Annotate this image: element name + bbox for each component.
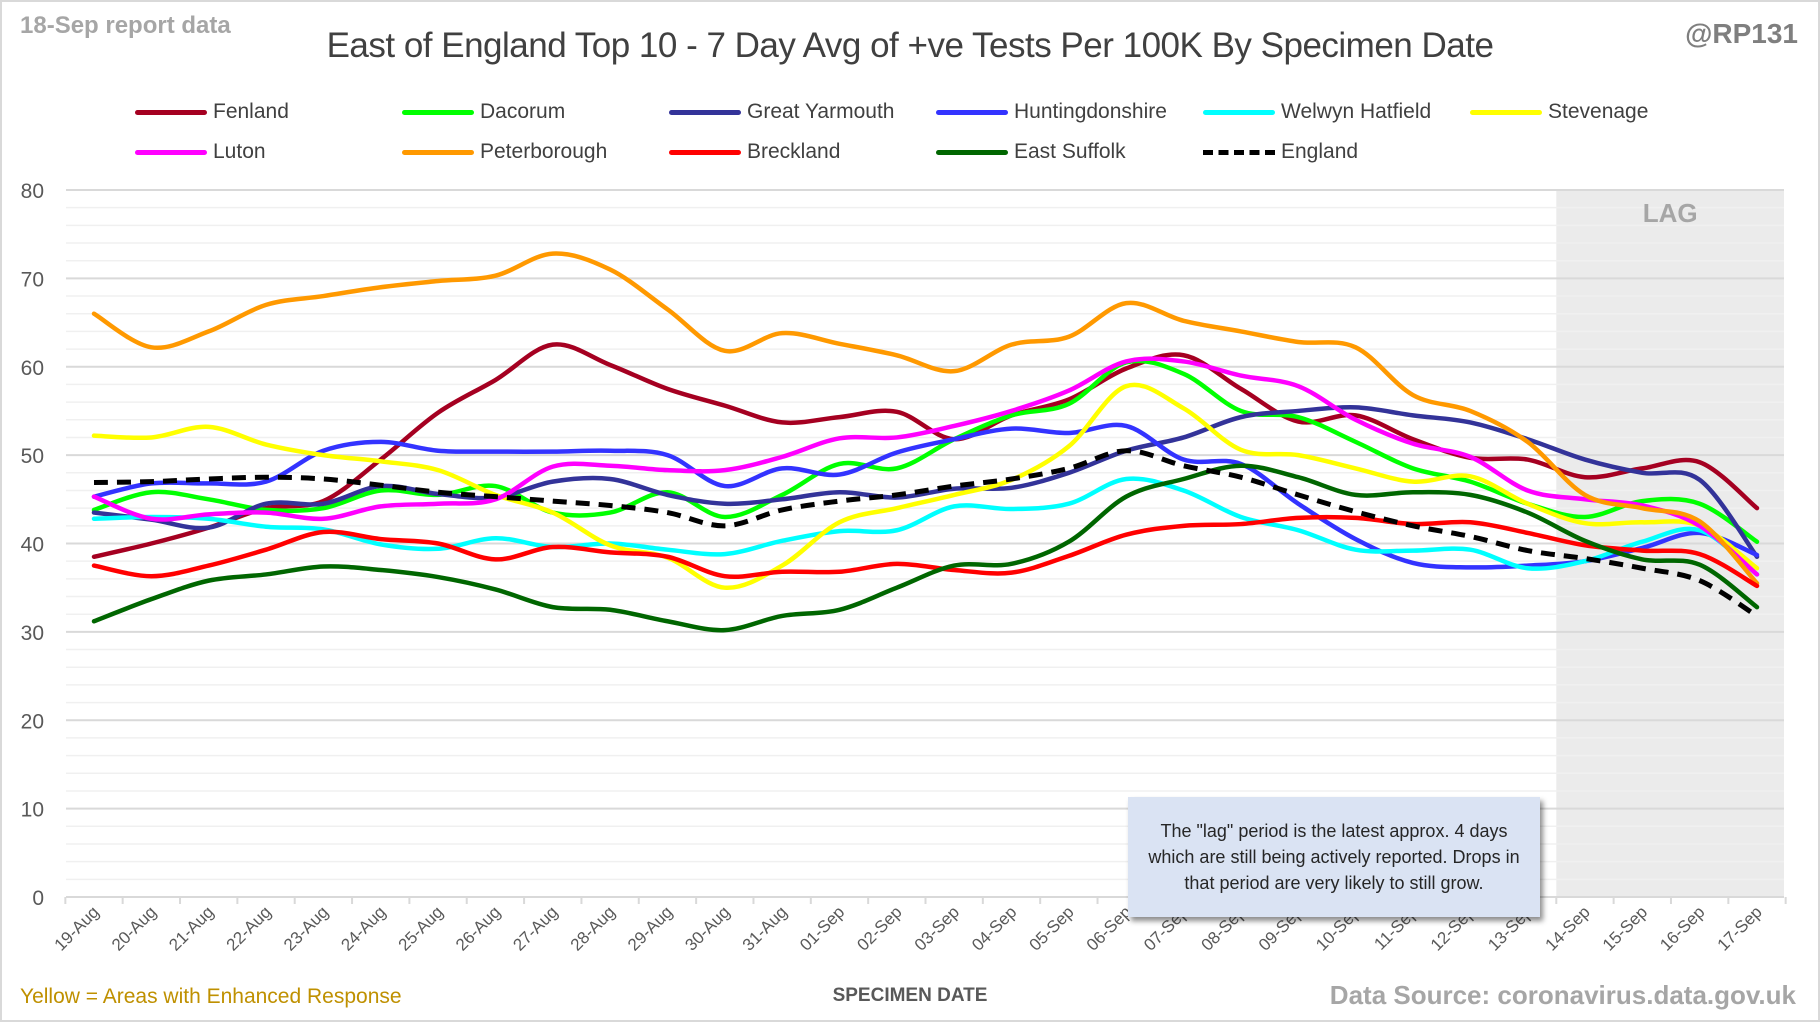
legend-label: Peterborough <box>480 140 608 163</box>
legend-label: Welwyn Hatfield <box>1281 100 1432 123</box>
x-tick-label: 15-Sep <box>1599 902 1651 954</box>
legend-item: Huntingdonshire <box>936 97 1167 127</box>
legend-swatch <box>402 109 474 115</box>
x-tick-label: 25-Aug <box>395 902 447 954</box>
y-tick-label: 20 <box>21 710 44 733</box>
x-tick-label: 28-Aug <box>567 902 619 954</box>
series-line-great-yarmouth <box>91 405 1760 560</box>
legend-swatch <box>135 149 207 155</box>
legend-swatch <box>936 109 1008 115</box>
legend-item: East Suffolk <box>936 137 1126 167</box>
report-date-label: 18-Sep report data <box>20 12 231 39</box>
series-line-huntingdonshire <box>91 422 1760 570</box>
data-source: Data Source: coronavirus.data.gov.uk <box>1329 980 1796 1010</box>
series-line-breckland <box>91 514 1760 589</box>
series-line-luton <box>91 356 1760 577</box>
legend-item: Peterborough <box>402 137 607 167</box>
legend-label: Breckland <box>747 140 841 163</box>
y-tick-label: 70 <box>21 268 44 291</box>
x-tick-label: 30-Aug <box>681 902 733 954</box>
series-line-peterborough <box>91 251 1760 586</box>
legend-swatch <box>135 109 207 115</box>
legend-swatch <box>1470 109 1542 115</box>
y-tick-label: 50 <box>21 445 44 468</box>
x-tick-label: 02-Sep <box>853 902 905 954</box>
legend-label: England <box>1281 140 1359 163</box>
x-tick-label: 22-Aug <box>223 902 275 954</box>
series-line-welwyn-hatfield <box>91 476 1760 577</box>
legend-swatch <box>669 149 741 155</box>
x-tick-label: 21-Aug <box>165 902 217 954</box>
legend-swatch <box>1203 109 1275 115</box>
legend-label: Great Yarmouth <box>747 100 895 123</box>
legend-item: England <box>1203 137 1358 167</box>
legend-swatch <box>936 149 1008 155</box>
enhanced-response-note: Yellow = Areas with Enhanced Response <box>20 985 402 1008</box>
x-tick-label: 29-Aug <box>624 902 676 954</box>
x-tick-label: 31-Aug <box>739 902 791 954</box>
series-line-stevenage <box>91 382 1760 590</box>
legend-label: Luton <box>213 140 266 163</box>
x-tick-label: 27-Aug <box>509 902 561 954</box>
y-tick-label: 40 <box>21 534 44 557</box>
legend-item: Dacorum <box>402 97 565 127</box>
legend-swatch <box>669 109 741 115</box>
legend-label: Stevenage <box>1548 100 1649 123</box>
legend-swatch <box>402 149 474 155</box>
x-axis-title: SPECIMEN DATE <box>832 985 988 1006</box>
chart-title: East of England Top 10 - 7 Day Avg of +v… <box>326 26 1494 65</box>
y-tick-label: 80 <box>21 180 44 203</box>
lag-annotation: The "lag" period is the latest approx. 4… <box>1128 797 1540 917</box>
author-handle: @RP131 <box>1685 18 1798 49</box>
legend-item: Luton <box>135 137 266 167</box>
legend-item: Welwyn Hatfield <box>1203 97 1431 127</box>
x-tick-label: 03-Sep <box>911 902 963 954</box>
x-tick-label: 24-Aug <box>337 902 389 954</box>
x-tick-label: 01-Sep <box>796 902 848 954</box>
x-tick-label: 26-Aug <box>452 902 504 954</box>
legend-label: Fenland <box>213 100 289 123</box>
legend-item: Great Yarmouth <box>669 97 894 127</box>
legend-item: Breckland <box>669 137 840 167</box>
series-line-england <box>93 448 1759 619</box>
legend-label: East Suffolk <box>1014 140 1126 163</box>
legend-item: Stevenage <box>1470 97 1648 127</box>
y-tick-label: 0 <box>32 887 44 910</box>
legend-swatch <box>1203 149 1275 155</box>
y-tick-label: 60 <box>21 357 44 380</box>
x-tick-label: 14-Sep <box>1542 902 1594 954</box>
series-line-fenland <box>91 342 1760 560</box>
y-tick-label: 10 <box>21 799 44 822</box>
lag-label: LAG <box>1643 198 1698 228</box>
series-line-dacorum <box>91 358 1760 544</box>
x-tick-label: 23-Aug <box>280 902 332 954</box>
legend-item: Fenland <box>135 97 289 127</box>
x-tick-label: 20-Aug <box>108 902 160 954</box>
legend-label: Dacorum <box>480 100 566 123</box>
x-tick-label: 16-Sep <box>1656 902 1708 954</box>
x-tick-label: 17-Sep <box>1714 902 1766 954</box>
series-line-east-suffolk <box>91 463 1760 633</box>
y-tick-label: 30 <box>21 622 44 645</box>
legend-label: Huntingdonshire <box>1014 100 1167 123</box>
x-tick-label: 05-Sep <box>1025 902 1077 954</box>
x-tick-label: 04-Sep <box>968 902 1020 954</box>
x-tick-label: 19-Aug <box>51 902 103 954</box>
